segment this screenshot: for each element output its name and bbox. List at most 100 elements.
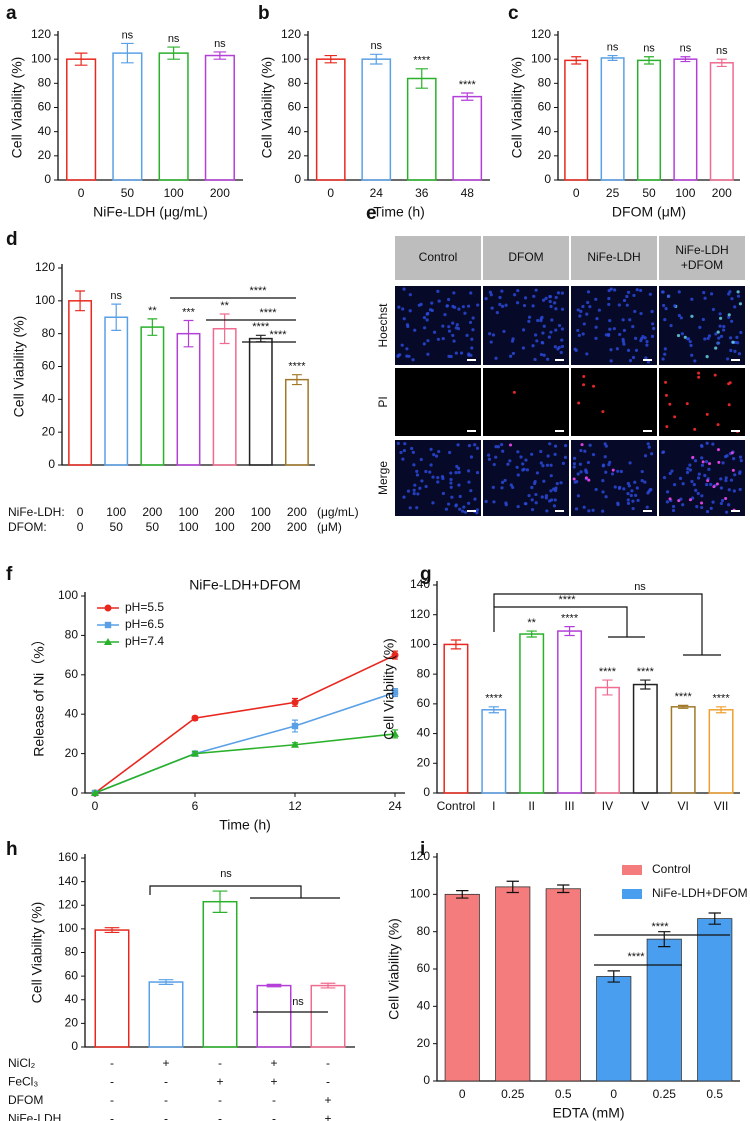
y-tick-label: 60 [38,100,52,114]
cell [730,319,734,323]
cell [449,477,453,482]
significance-label: **** [637,666,655,678]
row-label: - [272,1093,276,1107]
cell [707,467,711,471]
marker [391,651,399,659]
cell [437,299,441,303]
cell [489,340,493,344]
cell [727,313,731,317]
x-tick-label: 0.5 [555,1087,572,1101]
cell [648,292,652,296]
cell [451,304,455,308]
cell [738,302,743,306]
error-bar [607,970,620,983]
cell [634,336,638,340]
cell [732,457,736,461]
cell [709,506,713,510]
error-bar [147,318,158,336]
cell [549,489,553,493]
cell [473,497,477,501]
error-bar [644,56,654,65]
cell [585,352,589,356]
cell [631,499,635,503]
significance-label: **** [485,693,503,705]
y-tick-label: 0 [294,172,301,186]
cell [601,464,605,468]
cell [425,312,429,316]
legend-swatch [622,865,642,875]
significance-label: *** [182,306,196,318]
x-tick-label: VI [678,799,689,813]
cell [496,445,500,449]
significance-label: **** [413,55,431,67]
x-tick-label: Control [437,799,476,813]
cell [719,334,724,338]
cell [459,351,464,355]
y-tick-label: 20 [288,148,302,162]
marker [191,714,199,722]
error-bar [415,68,428,89]
cell [418,486,422,490]
cell [553,345,557,349]
cell [731,468,735,472]
cell [626,498,630,502]
cell [467,480,471,484]
cell [420,479,424,483]
cell [516,288,520,293]
row-label: - [110,1112,114,1121]
cell [693,359,697,363]
cell [604,495,608,499]
cell [545,463,550,467]
cell [707,334,712,338]
cell [626,501,631,505]
error-bar [111,303,122,331]
cell [608,318,612,323]
cell [488,332,492,336]
cell [561,461,565,465]
cell [576,472,580,476]
cell [622,328,627,333]
cell [630,489,634,493]
cell [541,464,545,468]
cell [470,346,474,350]
cell [711,307,716,312]
cell [691,455,695,459]
cell [728,336,733,340]
x-tick-label: 24 [388,799,402,813]
cell [728,381,732,385]
y-tick-label: 120 [410,849,430,863]
cell [541,298,546,302]
x-axis-label: Time (h) [373,204,425,220]
marker [191,749,199,757]
cell [622,342,626,346]
marker [391,729,399,737]
cell [552,504,557,508]
cell [467,353,471,357]
cell [611,468,615,472]
y-axis-label: Cell Viability (%) [29,902,45,1004]
cell [697,375,701,379]
significance-label: **** [675,691,693,703]
micrograph [483,368,569,436]
cell [443,312,447,317]
cell [412,492,416,496]
legend-label: pH=7.4 [125,634,164,648]
cell [719,486,724,490]
y-axis-label: Cell Viability (%) [386,918,402,1020]
error-bar [607,54,618,61]
cell [651,322,655,326]
cell [539,449,543,454]
cell [523,502,527,506]
significance-label: ns [214,38,226,50]
cell [691,496,695,500]
cell [456,327,461,331]
x-tick-label: II [528,799,535,813]
cell [716,341,721,345]
bar [66,58,97,181]
cell [423,326,427,330]
cell [413,483,417,487]
row-label: - [164,1112,168,1121]
cell [573,347,577,351]
row-label: 0 [77,520,84,534]
row-label: 200 [251,520,271,534]
